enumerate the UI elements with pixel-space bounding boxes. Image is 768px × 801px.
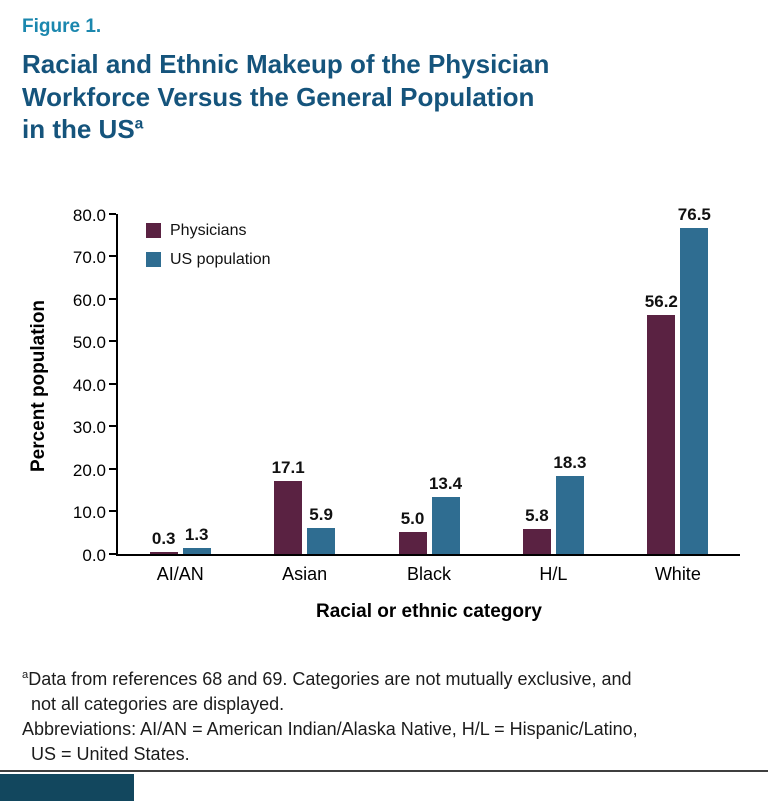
bar-physicians xyxy=(398,532,427,554)
bar-us-population xyxy=(182,547,211,554)
y-tick-label: 10.0 xyxy=(72,503,106,522)
bottom-rule xyxy=(0,770,768,772)
x-category-label: Black xyxy=(407,563,452,584)
bar-physicians xyxy=(647,314,676,554)
bar-value-label: 18.3 xyxy=(553,452,587,472)
bar-value-label: 5.9 xyxy=(309,505,333,525)
y-tick-mark xyxy=(109,212,116,215)
footnote-2-line-1: Abbreviations: AI/AN = American Indian/A… xyxy=(22,718,638,739)
footnote-1-line-2: not all categories are displayed. xyxy=(31,693,285,714)
bar-column: 56.2 xyxy=(644,291,678,554)
y-tick-label: 30.0 xyxy=(72,418,106,437)
bar-value-label: 56.2 xyxy=(644,291,678,311)
footnote-1-text: Data from references 68 and 69. Categori… xyxy=(28,668,632,689)
bar-group: 5.0 13.4 xyxy=(367,474,491,554)
figure-title: Racial and Ethnic Makeup of the Physicia… xyxy=(22,48,746,146)
bar-value-label: 5.8 xyxy=(525,505,549,525)
y-tick-label: 80.0 xyxy=(72,205,106,225)
y-tick-label: 50.0 xyxy=(72,333,106,352)
x-category-label: Asian xyxy=(282,563,328,584)
y-tick-label: 40.0 xyxy=(72,375,106,395)
bar-column: 5.9 xyxy=(307,505,336,554)
bottom-tab xyxy=(0,774,134,801)
x-category-label: H/L xyxy=(539,563,568,584)
bar-us-population xyxy=(431,496,460,554)
y-tick-mark xyxy=(109,552,116,555)
bar-column: 18.3 xyxy=(553,452,587,554)
bar-column: 1.3 xyxy=(182,524,211,554)
bar-value-label: 17.1 xyxy=(271,457,305,477)
bar-column: 76.5 xyxy=(677,205,711,554)
legend-label: Physicians xyxy=(170,221,247,239)
bar-physicians xyxy=(522,528,551,554)
figure-title-line-3: in the USa xyxy=(22,113,746,146)
bar-column: 5.8 xyxy=(522,505,551,554)
bar-value-label: 5.0 xyxy=(400,509,425,529)
bar-column: 17.1 xyxy=(271,457,305,554)
y-tick-mark xyxy=(109,340,116,342)
bar-group: 56.2 76.5 xyxy=(616,205,740,554)
figure-title-line-2: Workforce Versus the General Population xyxy=(22,81,535,112)
y-tick-mark xyxy=(109,255,116,257)
legend-item: US population xyxy=(146,251,271,269)
bar-group: 5.8 18.3 xyxy=(491,453,615,554)
y-tick-mark xyxy=(109,425,116,427)
footnote-1-line-1: aData from references 68 and 69. Categor… xyxy=(22,667,746,692)
bar-column: 5.0 xyxy=(398,509,427,554)
x-category-label: AI/AN xyxy=(156,563,204,584)
footnote-2-line-2: US = United States. xyxy=(31,744,190,765)
y-tick-label: 60.0 xyxy=(72,290,106,310)
bar-physicians xyxy=(149,552,178,554)
bar-column: 0.3 xyxy=(149,529,178,554)
y-tick-mark xyxy=(109,510,116,512)
bar-physicians xyxy=(274,480,303,554)
figure-title-line-1: Racial and Ethnic Makeup of the Physicia… xyxy=(22,49,550,79)
bar-group: 17.1 5.9 xyxy=(242,458,366,554)
figure-title-superscript: a xyxy=(134,115,144,133)
footnotes: aData from references 68 and 69. Categor… xyxy=(22,667,746,768)
y-tick-label: 70.0 xyxy=(72,248,106,267)
legend-item: Physicians xyxy=(146,222,271,240)
figure-title-line-3-text: in the US xyxy=(22,114,135,144)
y-tick-mark xyxy=(109,382,116,385)
legend-label: US population xyxy=(170,250,271,268)
x-axis-labels: AI/AN Asian Black H/L White xyxy=(118,564,740,585)
bar-column: 13.4 xyxy=(428,473,463,554)
x-axis-title: Racial or ethnic category xyxy=(316,600,542,622)
bar-group: 0.3 1.3 xyxy=(118,525,242,554)
plot-area: Physicians US population 0.3 1.3 17.1 5.9 5.0… xyxy=(109,205,740,556)
bar-us-population xyxy=(680,228,709,554)
y-axis-ticks: 0.0 10.0 20.0 30.0 40.0 50.0 60.0 70.0 80.0 xyxy=(56,206,116,565)
y-axis-title-container: Percent population xyxy=(22,216,56,556)
bar-value-label: 13.4 xyxy=(428,473,463,493)
figure-label: Figure 1. xyxy=(22,16,102,37)
bar-us-population xyxy=(555,475,584,554)
bar-us-population xyxy=(307,528,336,554)
x-category-label: White xyxy=(654,563,701,584)
bar-chart: Percent population 0.0 10.0 20.0 30.0 40.0 50… xyxy=(22,205,746,565)
y-tick-mark xyxy=(109,297,116,300)
bar-value-label: 0.3 xyxy=(151,529,176,549)
bar-value-label: 76.5 xyxy=(677,205,711,225)
legend: Physicians US population xyxy=(146,222,271,269)
bar-value-label: 1.3 xyxy=(184,524,209,544)
y-axis-title: Percent population xyxy=(28,299,49,472)
footnote-1-superscript: a xyxy=(22,668,29,681)
y-tick-mark xyxy=(109,467,116,470)
y-tick-label: 20.0 xyxy=(72,460,106,480)
legend-swatch xyxy=(146,223,161,238)
y-tick-label: 0.0 xyxy=(82,545,106,565)
legend-swatch xyxy=(146,252,161,267)
